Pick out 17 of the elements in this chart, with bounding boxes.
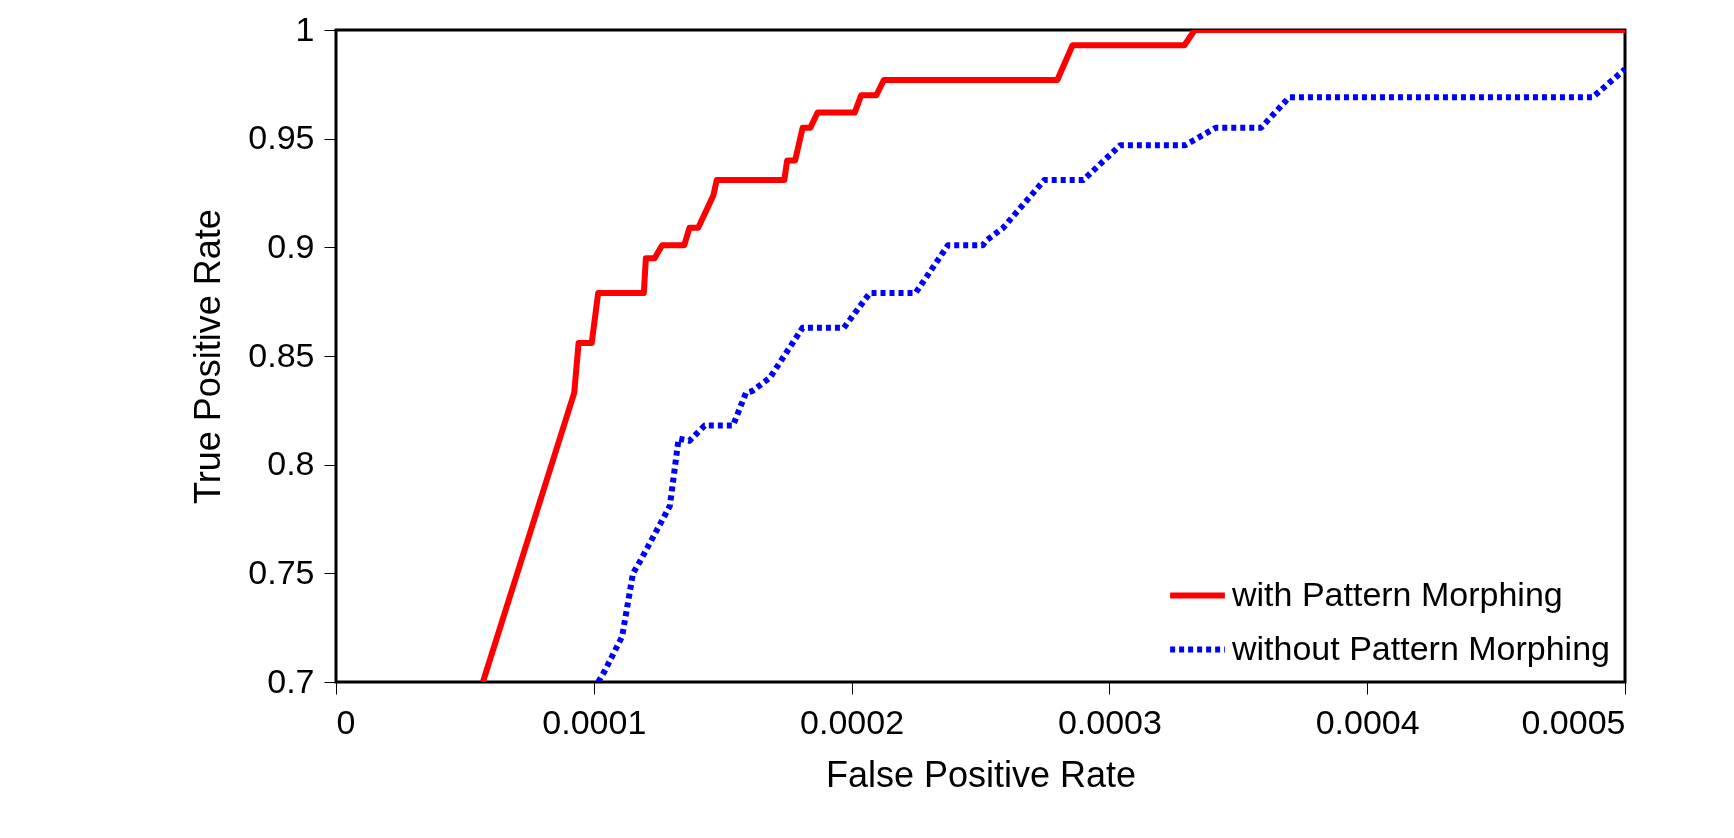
x-tick-label: 0 <box>336 702 356 741</box>
y-tick-label: 1 <box>295 9 315 48</box>
x-tick-label: 0.0003 <box>1057 702 1162 741</box>
y-tick-label: 0.9 <box>267 226 315 265</box>
x-tick-label: 0.0001 <box>542 702 647 741</box>
y-tick-label: 0.95 <box>248 118 315 157</box>
y-tick-label: 0.8 <box>267 444 315 483</box>
y-tick-label: 0.85 <box>248 335 315 374</box>
y-tick-label: 0.7 <box>267 661 315 700</box>
legend-label: with Pattern Morphing <box>1231 574 1563 613</box>
x-tick-label: 0.0002 <box>800 702 905 741</box>
y-tick-label: 0.75 <box>248 552 315 591</box>
x-axis-title: False Positive Rate <box>825 753 1137 795</box>
y-axis-title: True Positive Rate <box>187 209 229 504</box>
legend-label: without Pattern Morphing <box>1231 628 1610 667</box>
x-tick-label: 0.0005 <box>1521 702 1626 741</box>
x-tick-label: 0.0004 <box>1315 702 1420 741</box>
